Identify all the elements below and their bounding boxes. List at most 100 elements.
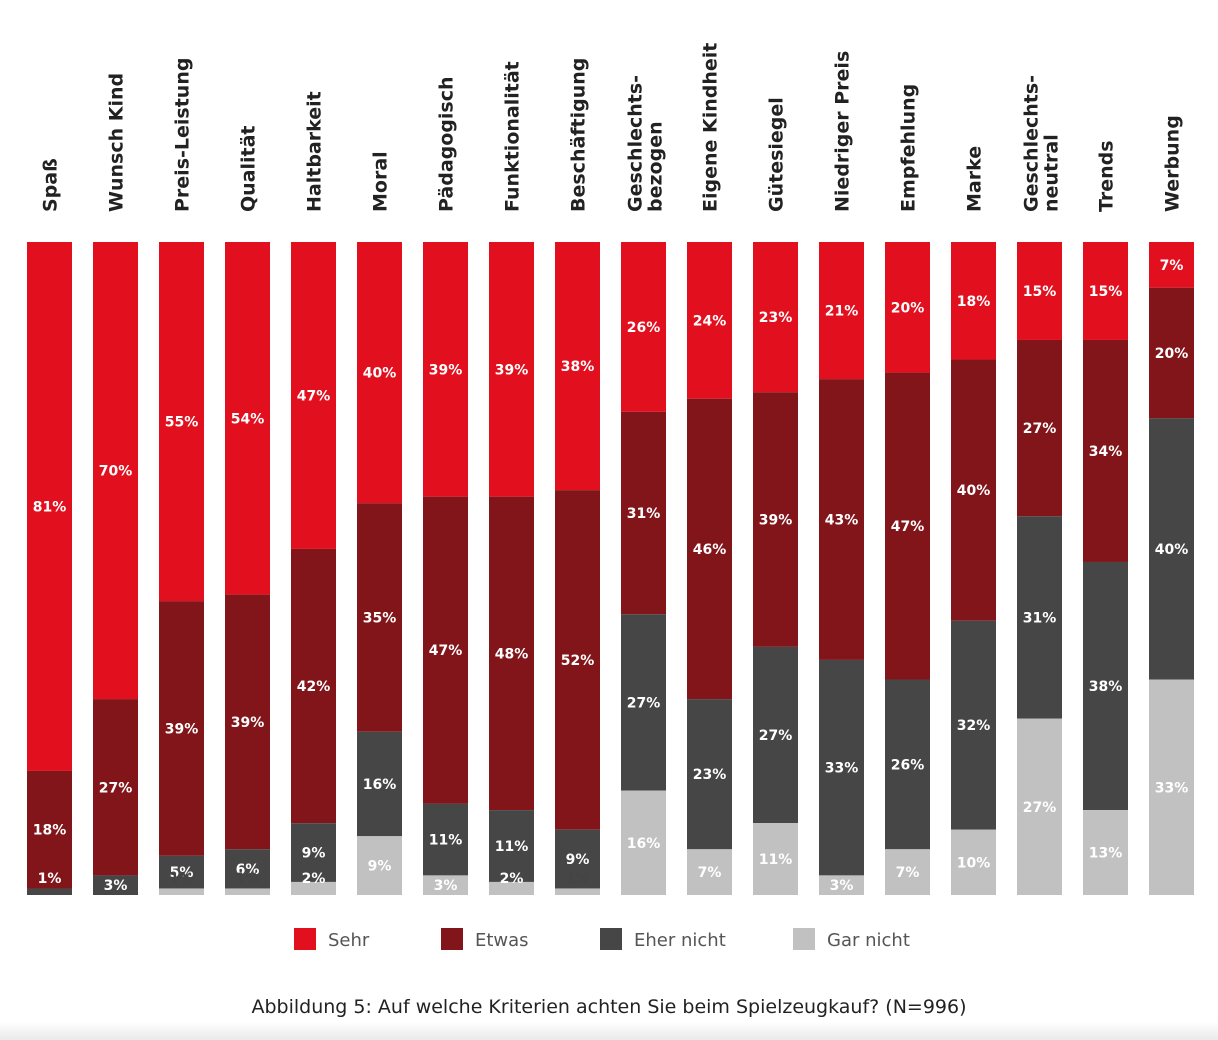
bar-segment-gar-nicht [1149, 679, 1194, 895]
value-label: 21% [825, 304, 859, 320]
bar-segment-eher-nicht [555, 829, 600, 889]
value-label: 11% [759, 852, 793, 868]
category-label: Geschlechts-bezogen [625, 75, 667, 212]
bar-segment-sehr [93, 242, 138, 700]
bar-segment-gar-nicht [885, 849, 930, 895]
bar-segment-etwas [489, 496, 534, 811]
value-label: 6% [236, 862, 260, 878]
bar-segment-sehr [291, 242, 336, 549]
legend-swatch [600, 928, 622, 950]
value-label: 9% [566, 852, 590, 868]
bar-segment-eher-nicht [357, 731, 402, 837]
value-label: 33% [1155, 780, 1189, 796]
category-label-line: neutral [1041, 134, 1063, 212]
category-label-text: Beschäftigung [568, 58, 590, 212]
bar-segment-sehr [159, 242, 204, 602]
bar-segment-sehr [951, 242, 996, 360]
value-label: 3% [830, 878, 854, 894]
value-label: 40% [363, 366, 397, 382]
bar-segment-eher-nicht [885, 679, 930, 850]
bar-segment-gar-nicht [819, 875, 864, 895]
bar-segment-gar-nicht [1083, 810, 1128, 895]
value-label: 39% [429, 362, 463, 378]
category-label: Spaß [40, 158, 62, 212]
bar-segment-etwas [819, 379, 864, 660]
category-label-text: Gütesiegel [766, 97, 788, 212]
value-label: 1% [566, 871, 590, 887]
category-label-text: Preis-Leistung [172, 58, 194, 212]
category-label: Funktionalität [502, 61, 524, 212]
bar-segment-sehr [555, 242, 600, 491]
bar-segment-sehr [357, 242, 402, 504]
category-label-text: Qualität [238, 125, 260, 212]
value-label: 13% [1089, 846, 1123, 862]
value-label: 42% [297, 679, 331, 695]
figure-caption: Abbildung 5: Auf welche Kriterien achten… [251, 996, 966, 1018]
value-label: 2% [302, 871, 326, 887]
category-label: Moral [370, 151, 392, 212]
bar-segment-sehr [1083, 242, 1128, 340]
category-label-text: Empfehlung [898, 84, 920, 212]
value-label: 18% [33, 823, 67, 839]
value-label: 11% [429, 832, 463, 848]
value-label: 20% [1155, 346, 1189, 362]
category-label: Wunsch Kind [106, 73, 128, 212]
value-label: 2% [500, 871, 524, 887]
bar-segment-etwas [1149, 287, 1194, 419]
bar-segment-etwas [159, 601, 204, 856]
bar-segment-eher-nicht [159, 855, 204, 889]
category-label: Haltbarkeit [304, 91, 326, 212]
category-label-text: Haltbarkeit [304, 91, 326, 212]
value-label: 47% [297, 388, 331, 404]
value-label: 15% [1089, 284, 1123, 300]
bar-segment-etwas [885, 372, 930, 680]
bar-segment-eher-nicht [1017, 516, 1062, 719]
bar-segment-etwas [225, 594, 270, 850]
bar-segment-gar-nicht [489, 881, 534, 895]
value-label: 26% [627, 320, 661, 336]
bar-segment-etwas [687, 398, 732, 700]
value-label: 7% [1160, 258, 1184, 274]
value-label: 20% [891, 300, 925, 316]
legend-swatch [441, 928, 463, 950]
category-label: Preis-Leistung [172, 58, 194, 212]
value-label: 47% [429, 643, 463, 659]
value-label: 1% [38, 871, 62, 887]
category-label-text: Geschlechts-neutral [1021, 75, 1063, 212]
bar-segment-eher-nicht [423, 803, 468, 876]
value-label: 24% [693, 313, 727, 329]
value-labels-group: 81%18%1%70%27%3%55%39%5%1%54%39%6%1%47%4… [33, 258, 1189, 894]
bar-segment-sehr [885, 242, 930, 373]
bar-segment-eher-nicht [27, 888, 72, 895]
value-label: 40% [1155, 542, 1189, 558]
value-label: 27% [1023, 421, 1057, 437]
value-label: 39% [231, 715, 265, 731]
category-label: Geschlechts-neutral [1021, 75, 1063, 212]
value-label: 52% [561, 653, 595, 669]
bar-segment-eher-nicht [291, 823, 336, 882]
value-label: 27% [627, 695, 661, 711]
value-label: 1% [170, 871, 194, 887]
category-label: Empfehlung [898, 84, 920, 212]
legend-label: Etwas [475, 930, 529, 951]
bar-segment-etwas [93, 699, 138, 876]
bar-segment-eher-nicht [753, 646, 798, 824]
bar-segment-gar-nicht [159, 888, 204, 895]
bar-segment-eher-nicht [951, 620, 996, 830]
bar-segment-sehr [1017, 242, 1062, 340]
value-label: 39% [495, 362, 529, 378]
bar-segment-eher-nicht [819, 659, 864, 876]
bar-segment-sehr [753, 242, 798, 393]
value-label: 10% [957, 855, 991, 871]
category-label-text: Funktionalität [502, 61, 524, 212]
bar-segment-eher-nicht [1149, 418, 1194, 680]
bar-segment-etwas [1017, 339, 1062, 517]
bar-segment-sehr [225, 242, 270, 595]
value-label: 38% [1089, 679, 1123, 695]
value-label: 55% [165, 415, 199, 431]
legend-swatch [294, 928, 316, 950]
value-label: 70% [99, 464, 133, 480]
bar-segment-etwas [951, 359, 996, 621]
category-label-text: Marke [964, 146, 986, 212]
